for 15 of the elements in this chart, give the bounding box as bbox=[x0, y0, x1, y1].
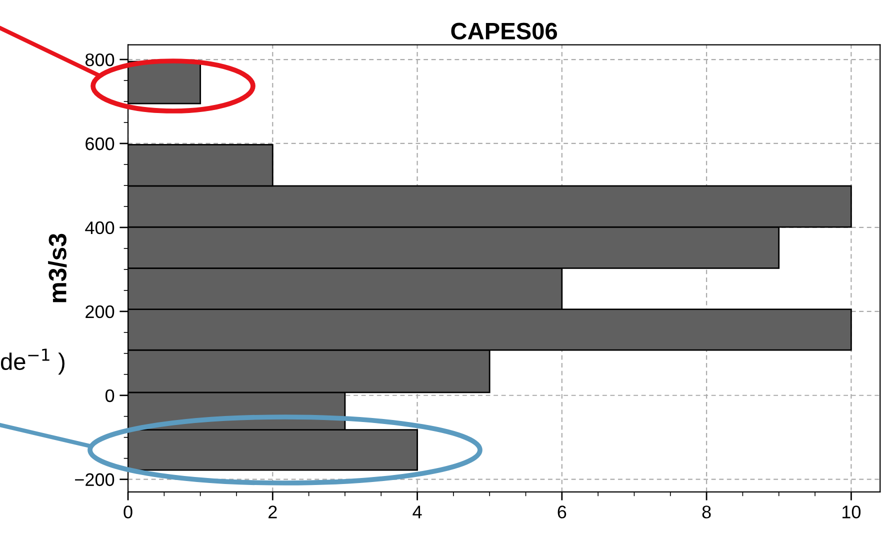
x-tick-label: 6 bbox=[558, 506, 566, 518]
y-tick-label: 200 bbox=[86, 305, 114, 318]
x-tick-label: 4 bbox=[412, 506, 422, 518]
y-tick-label: 0 bbox=[105, 389, 114, 402]
text: de$^{−1}$ ) bbox=[0, 348, 64, 375]
y-tick-label: 800 bbox=[85, 53, 114, 66]
y-tick-label: 600 bbox=[86, 137, 114, 150]
chart-title: CAPES06 bbox=[451, 22, 558, 40]
x-tick-label: 0 bbox=[124, 506, 132, 518]
y-tick-label: −200 bbox=[75, 473, 114, 486]
y-tick-label: 400 bbox=[85, 221, 114, 234]
x-tick-label: 8 bbox=[702, 506, 711, 518]
x-tick-label: 2 bbox=[268, 506, 277, 518]
y-axis-title: m3/s3 bbox=[48, 234, 67, 302]
x-tick-label: 10 bbox=[842, 506, 861, 518]
